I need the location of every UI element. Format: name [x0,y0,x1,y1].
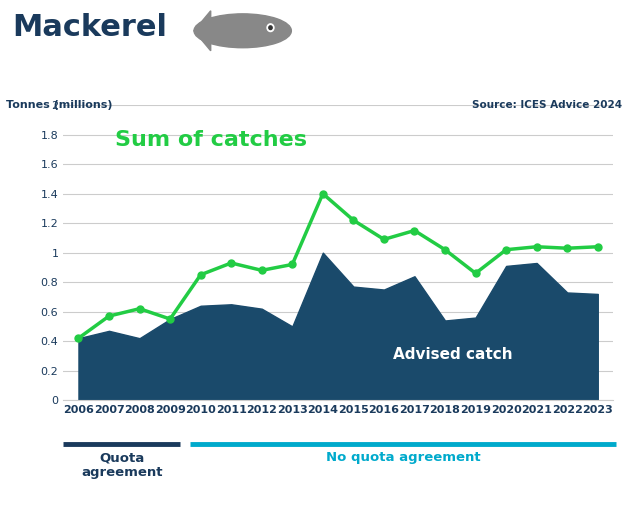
Ellipse shape [194,14,291,48]
Polygon shape [194,11,210,51]
Text: Quota
agreement: Quota agreement [81,451,162,480]
Circle shape [267,24,274,32]
Text: No quota agreement: No quota agreement [325,451,480,464]
Circle shape [269,26,272,30]
Text: Source: ICES Advice 2024: Source: ICES Advice 2024 [472,100,623,110]
Text: Mackerel: Mackerel [13,13,167,42]
Text: Tonnes (millions): Tonnes (millions) [6,100,113,110]
Text: Advised catch: Advised catch [393,347,513,362]
Text: Sum of catches: Sum of catches [115,130,307,150]
